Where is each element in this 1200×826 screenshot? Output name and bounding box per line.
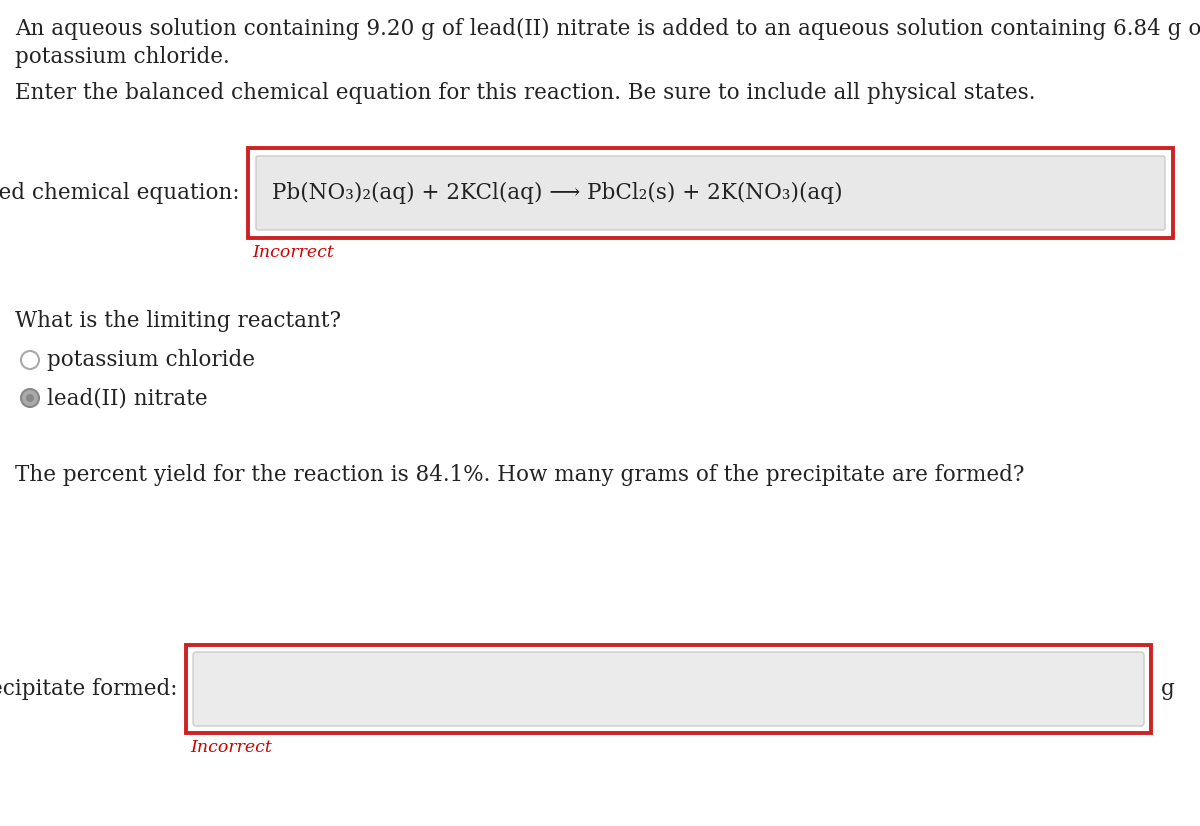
Text: balanced chemical equation:: balanced chemical equation: <box>0 182 240 204</box>
Text: Incorrect: Incorrect <box>252 244 334 261</box>
Text: Incorrect: Incorrect <box>190 739 272 756</box>
FancyBboxPatch shape <box>256 156 1165 230</box>
Circle shape <box>22 351 38 369</box>
FancyBboxPatch shape <box>186 645 1151 733</box>
Text: An aqueous solution containing 9.20 g of lead(II) nitrate is added to an aqueous: An aqueous solution containing 9.20 g of… <box>14 18 1200 40</box>
FancyBboxPatch shape <box>248 148 1174 238</box>
Text: potassium chloride.: potassium chloride. <box>14 46 229 68</box>
Text: precipitate formed:: precipitate formed: <box>0 678 178 700</box>
Text: lead(II) nitrate: lead(II) nitrate <box>47 387 208 409</box>
FancyBboxPatch shape <box>193 652 1144 726</box>
Text: What is the limiting reactant?: What is the limiting reactant? <box>14 310 341 332</box>
Circle shape <box>26 394 34 402</box>
Text: The percent yield for the reaction is 84.1%. How many grams of the precipitate a: The percent yield for the reaction is 84… <box>14 464 1025 486</box>
Text: Enter the balanced chemical equation for this reaction. Be sure to include all p: Enter the balanced chemical equation for… <box>14 82 1036 104</box>
Text: g: g <box>1162 678 1175 700</box>
Text: potassium chloride: potassium chloride <box>47 349 256 371</box>
Circle shape <box>22 389 38 407</box>
Text: Pb(NO₃)₂(aq) + 2KCl(aq) ⟶ PbCl₂(s) + 2K(NO₃)(aq): Pb(NO₃)₂(aq) + 2KCl(aq) ⟶ PbCl₂(s) + 2K(… <box>272 182 842 204</box>
